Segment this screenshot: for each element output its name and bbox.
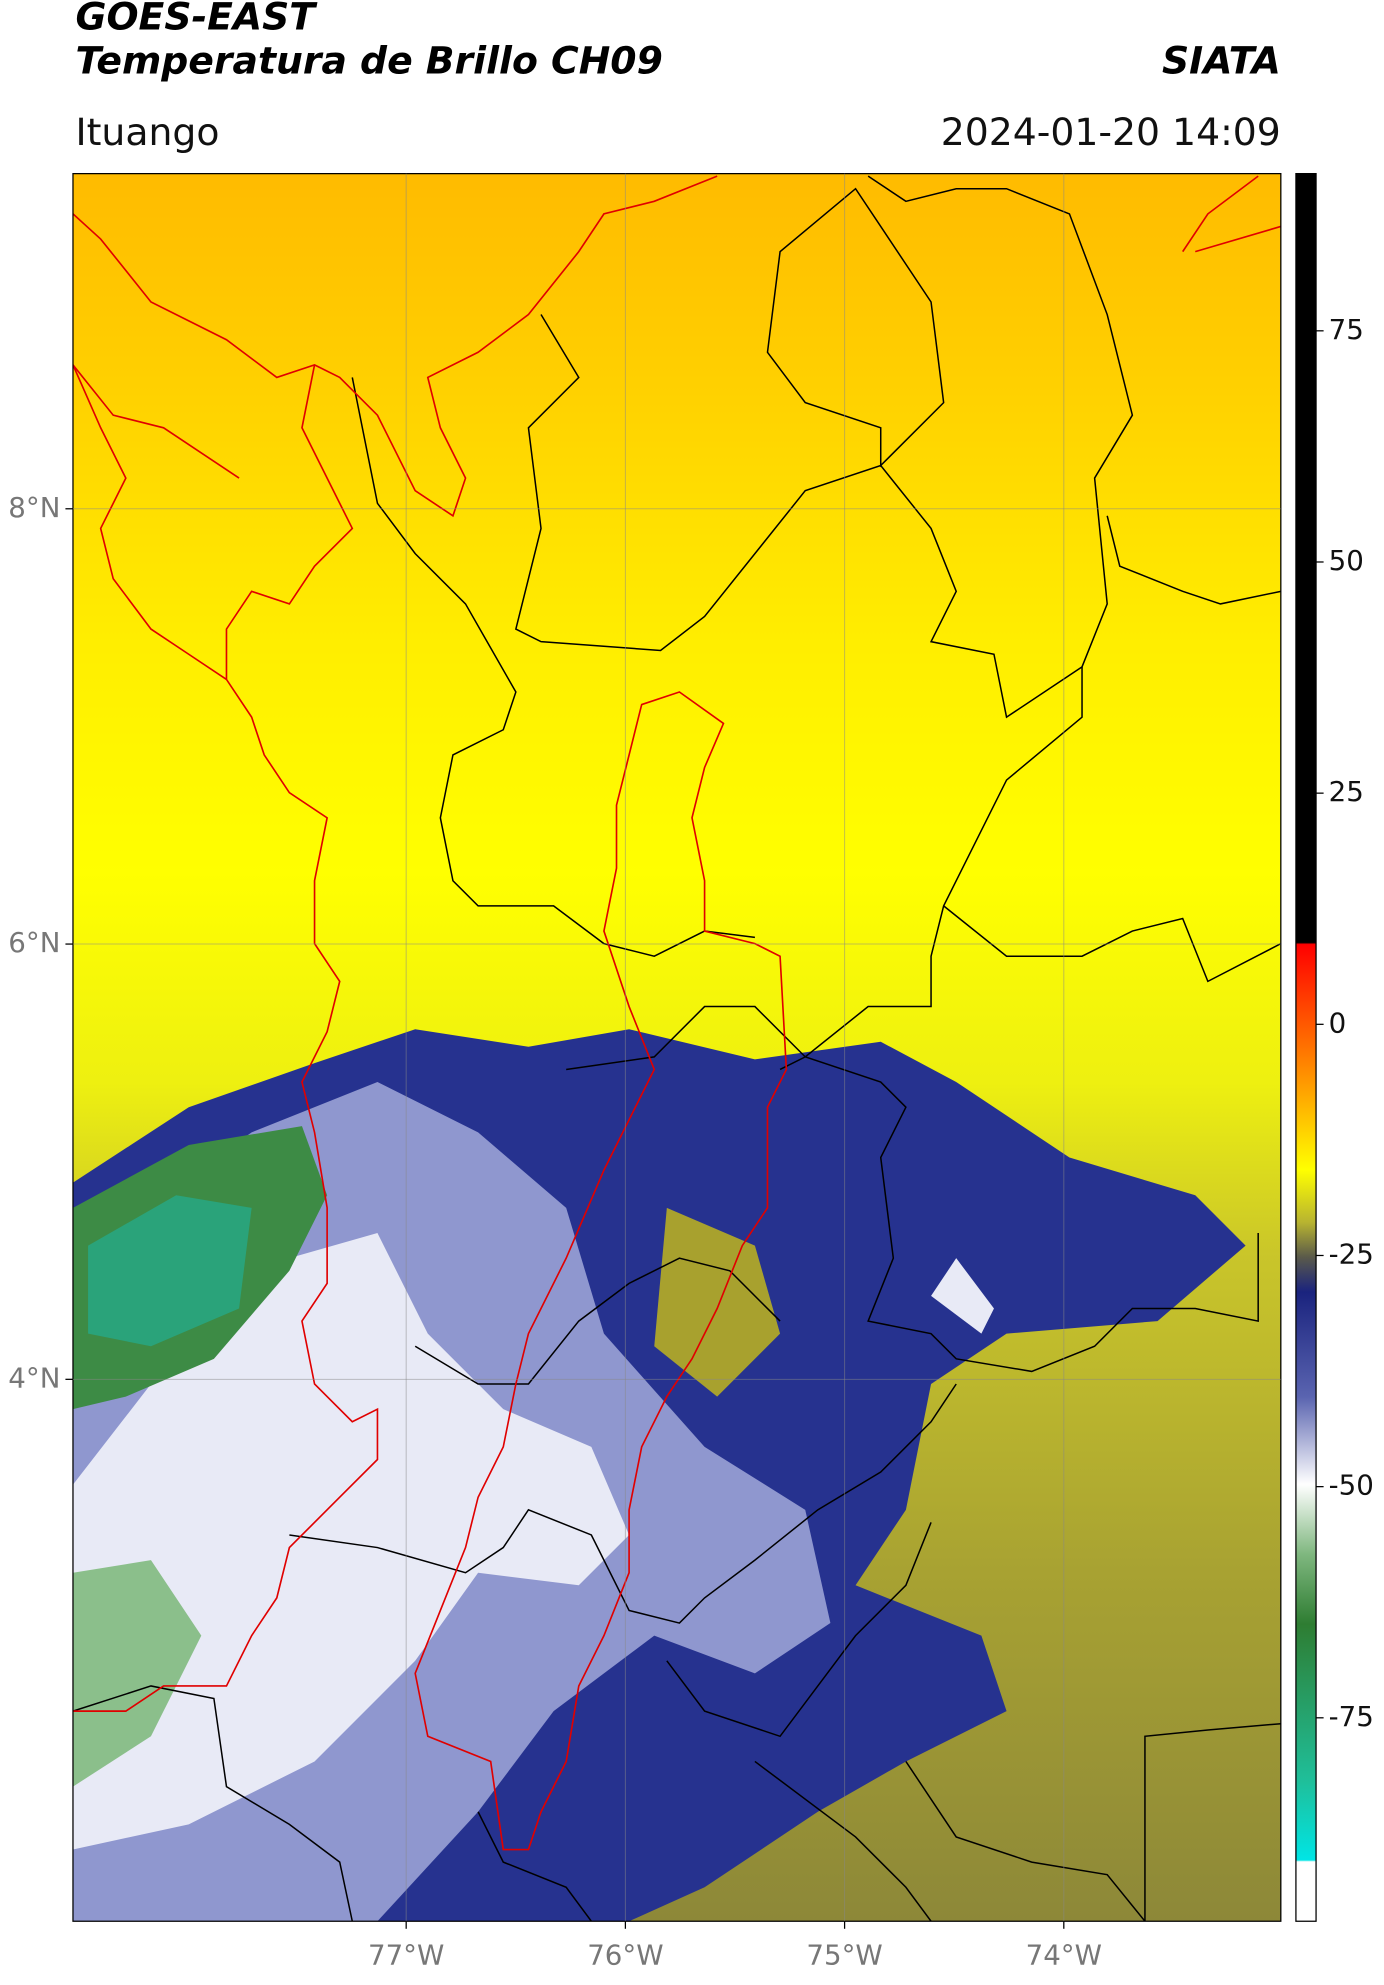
- location: Ituango: [75, 110, 219, 154]
- datetime: 2024-01-20 14:09: [941, 110, 1281, 154]
- subtitle: Temperatura de Brillo CH09: [75, 38, 662, 82]
- x-tick-label: 76°W: [587, 1938, 663, 1971]
- x-tick-label: 74°W: [1026, 1938, 1102, 1971]
- colorbar-tick-label: 50: [1329, 544, 1364, 577]
- colorbar: [1295, 172, 1317, 1922]
- cloud-top: [72, 1233, 630, 1850]
- colorbar-tick-label: 75: [1329, 313, 1364, 346]
- cloud-coldest-core: [88, 1195, 252, 1347]
- cloud-cold-patch: [72, 1560, 202, 1787]
- colorbar-tick-label: -75: [1329, 1700, 1374, 1733]
- map-frame: [72, 172, 1282, 1922]
- x-tick-label: 77°W: [368, 1938, 444, 1971]
- map-area: [72, 173, 1281, 1922]
- y-tick-label: 8°N: [8, 491, 60, 524]
- warm-patch: [654, 1207, 781, 1397]
- title: GOES-EAST: [75, 0, 318, 38]
- colorbar-tick-label: 0: [1329, 1006, 1347, 1039]
- cloud-top: [931, 1258, 994, 1334]
- colorbar-tick-label: 25: [1329, 775, 1364, 808]
- colorbar-tick-label: -50: [1329, 1469, 1374, 1502]
- source: SIATA: [1162, 38, 1281, 82]
- y-tick-label: 4°N: [8, 1361, 60, 1394]
- y-tick-label: 6°N: [8, 926, 60, 959]
- x-tick-label: 75°W: [806, 1938, 882, 1971]
- colorbar-tick-label: -25: [1329, 1237, 1374, 1270]
- borders: [72, 175, 1281, 1922]
